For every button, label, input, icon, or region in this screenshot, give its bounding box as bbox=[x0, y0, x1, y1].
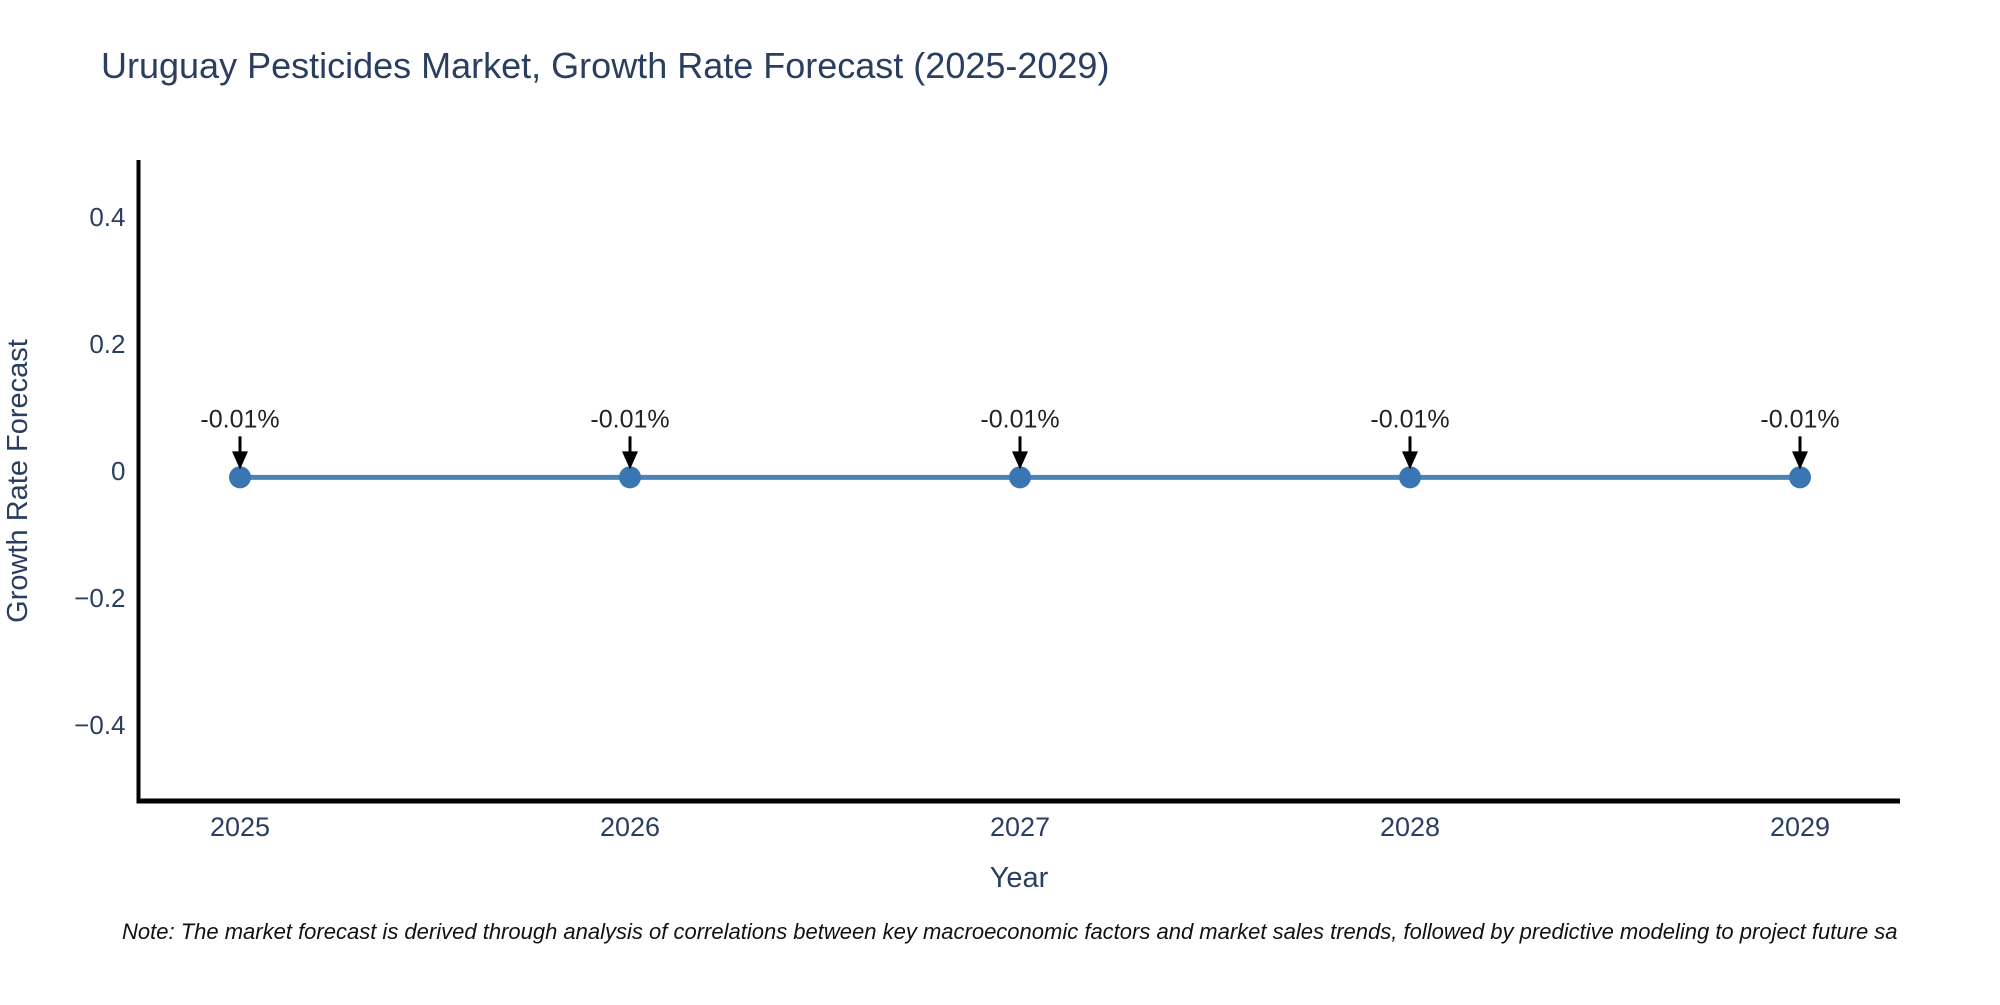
annotation-arrowhead bbox=[1402, 451, 1418, 470]
x-tick-label: 2027 bbox=[990, 812, 1050, 842]
x-axis-title: Year bbox=[990, 862, 1049, 894]
y-axis-title: Growth Rate Forecast bbox=[2, 339, 34, 623]
annotation-label: -0.01% bbox=[1760, 405, 1839, 433]
annotation-label: -0.01% bbox=[1370, 405, 1449, 433]
data-point-marker bbox=[229, 466, 251, 489]
annotation-arrowhead bbox=[622, 451, 638, 470]
y-tick-label: −0.4 bbox=[74, 710, 125, 740]
x-tick-label: 2025 bbox=[210, 812, 270, 842]
y-tick-label: 0 bbox=[111, 456, 125, 486]
footnote: Note: The market forecast is derived thr… bbox=[122, 919, 1898, 944]
data-point-marker bbox=[1399, 466, 1421, 489]
x-tick-label: 2026 bbox=[600, 812, 660, 842]
axes: 0.4 0.2 0 −0.2 −0.4 2025 2026 2027 2028 2029 bbox=[74, 160, 1900, 842]
y-tick-label: −0.2 bbox=[74, 583, 125, 613]
data-point-marker bbox=[619, 466, 641, 489]
data-point-marker bbox=[1009, 466, 1031, 489]
annotation-label: -0.01% bbox=[200, 405, 279, 433]
chart-title: Uruguay Pesticides Market, Growth Rate F… bbox=[101, 45, 1110, 86]
x-tick-label: 2029 bbox=[1770, 812, 1830, 842]
x-tick-label: 2028 bbox=[1380, 812, 1440, 842]
annotation-arrowhead bbox=[1792, 451, 1808, 470]
y-tick-label: 0.4 bbox=[89, 202, 125, 232]
data-point-marker bbox=[1789, 466, 1811, 489]
y-tick-label: 0.2 bbox=[89, 329, 125, 359]
line-series bbox=[229, 466, 1811, 489]
annotations: -0.01% -0.01% -0.01% -0.01% -0.01% bbox=[200, 405, 1840, 470]
annotation-label: -0.01% bbox=[980, 405, 1059, 433]
annotation-arrowhead bbox=[1012, 451, 1028, 470]
annotation-label: -0.01% bbox=[590, 405, 669, 433]
annotation-arrowhead bbox=[232, 451, 248, 470]
